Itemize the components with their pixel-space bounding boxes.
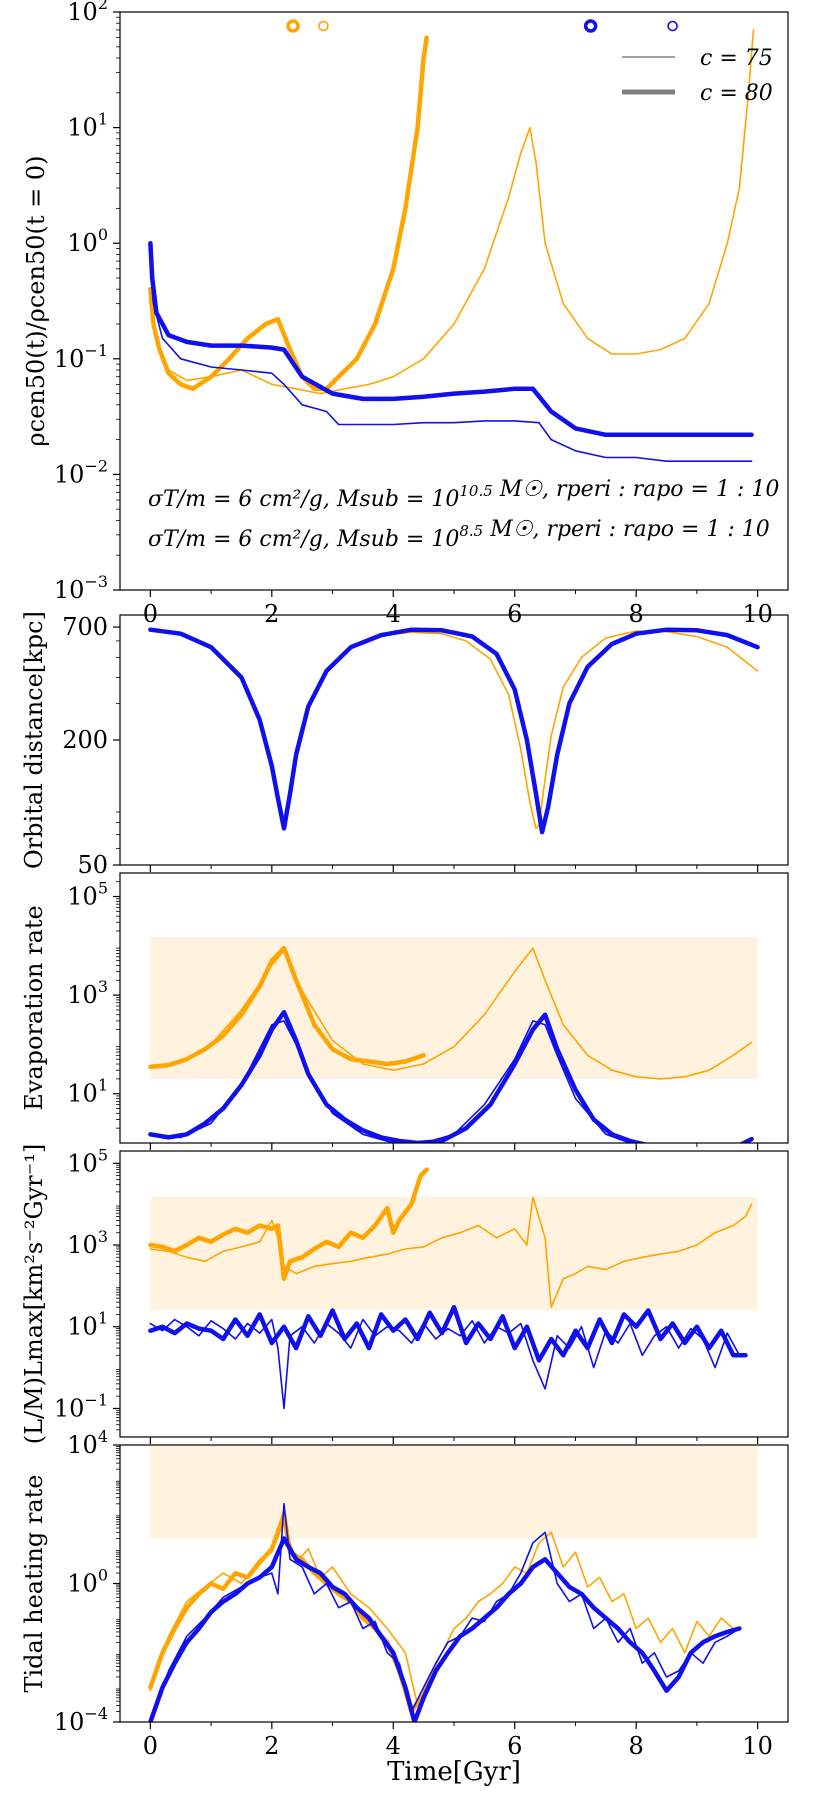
x-tick-label: 10 — [742, 600, 773, 628]
event-marker — [318, 20, 329, 32]
legend-label: c = 75 — [700, 46, 773, 71]
y-tick-label: 10−1 — [54, 1390, 108, 1422]
series-line-blue-c80 — [148, 627, 760, 835]
event-marker — [286, 19, 300, 33]
x-tick-label: 8 — [629, 600, 644, 628]
panel-energy: 10−1 101 103 105 (L/M)Lmax[km²s⁻²Gyr⁻¹] — [20, 1144, 789, 1445]
series-line-blue-c80 — [148, 1304, 748, 1363]
series-line-orange-c80 — [148, 35, 429, 392]
y-tick-label: 105 — [67, 879, 108, 911]
x-tick-label: 0 — [143, 1732, 158, 1760]
y-tick-label: 700 — [62, 613, 108, 641]
shaded-band — [150, 1445, 758, 1539]
legend-label: c = 80 — [700, 81, 773, 106]
axes-frame — [119, 614, 789, 866]
series-line-orange-c75 — [149, 628, 759, 830]
y-tick-label: 102 — [67, 0, 108, 26]
shaded-band — [150, 1196, 758, 1311]
y-tick-label: 100 — [67, 1566, 108, 1598]
y-tick-label: 105 — [67, 1145, 108, 1177]
y-tick-label: 10−2 — [54, 456, 108, 488]
y-tick-label: 10−4 — [54, 1704, 108, 1736]
series-line-blue-c75 — [149, 1318, 747, 1410]
y-axis-label: Evaporation rate — [20, 905, 48, 1110]
y-tick-label: 103 — [67, 977, 108, 1009]
x-tick-label: 2 — [264, 1732, 279, 1760]
y-tick-label: 10−1 — [54, 341, 108, 373]
y-axis-label: Tidal heating rate — [20, 1474, 48, 1692]
annotation-text: σT/m = 6 cm²/g, Msub = 108.5 M☉, rperi :… — [148, 517, 770, 552]
x-tick-label: 0 — [143, 600, 158, 628]
x-tick-label: 4 — [386, 600, 401, 628]
y-tick-label: 101 — [67, 1309, 108, 1341]
x-tick-label: 2 — [264, 600, 279, 628]
x-tick-label: 4 — [386, 1732, 401, 1760]
x-axis-label: Time[Gyr] — [387, 1757, 521, 1787]
y-axis-label: ρcen50(t)/ρcen50(t = 0) — [22, 156, 50, 447]
series-line-blue-c80 — [148, 240, 754, 438]
series-line-orange-c75 — [149, 1196, 753, 1308]
y-tick-label: 101 — [67, 110, 108, 142]
event-marker — [667, 20, 678, 32]
x-tick-label: 8 — [629, 1732, 644, 1760]
panel-orbit: 50 200 700 Orbital distance[kpc] — [20, 611, 789, 879]
panel-tidal: 0 2 4 6 8 10 10−4 100 104 Tidal heating rate — [20, 1427, 789, 1760]
event-marker — [583, 19, 598, 33]
series-line-orange-c75 — [149, 947, 753, 1080]
series-line-orange-c80 — [148, 1167, 429, 1281]
y-tick-label: 104 — [67, 1427, 108, 1459]
series-line-blue-c80 — [148, 1536, 742, 1722]
series-line-blue-c75 — [149, 1020, 633, 1143]
y-tick-label: 101 — [67, 1076, 108, 1108]
panel-evaporation: 101 103 105 Evaporation rate — [20, 872, 789, 1150]
y-axis-label: Orbital distance[kpc] — [20, 611, 48, 869]
series-line-orange-c80 — [148, 945, 426, 1070]
y-tick-label: 100 — [67, 225, 108, 257]
y-tick-label: 200 — [62, 726, 108, 754]
series-line-blue-c75 — [149, 268, 753, 462]
y-tick-label: 103 — [67, 1227, 108, 1259]
series-line-orange-c75 — [149, 1521, 741, 1707]
series-line-blue-c75 — [149, 1503, 741, 1722]
series-line-orange-c75 — [149, 29, 755, 395]
series-line-blue-c80 — [148, 1009, 754, 1143]
x-tick-label: 10 — [742, 1732, 773, 1760]
panel-density: 0 2 4 6 8 10 10−3 10−2 10−1 100 101 102 ρcen50(t)/ρc… — [22, 0, 789, 628]
annotation-text: σT/m = 6 cm²/g, Msub = 1010.5 M☉, rperi … — [148, 477, 779, 512]
x-tick-label: 6 — [507, 1732, 522, 1760]
shaded-band — [150, 937, 758, 1079]
y-tick-label: 50 — [77, 851, 108, 879]
y-tick-label: 10−3 — [54, 572, 108, 604]
y-axis-label: (L/M)Lmax[km²s⁻²Gyr⁻¹] — [20, 1144, 48, 1445]
x-tick-label: 6 — [507, 600, 522, 628]
